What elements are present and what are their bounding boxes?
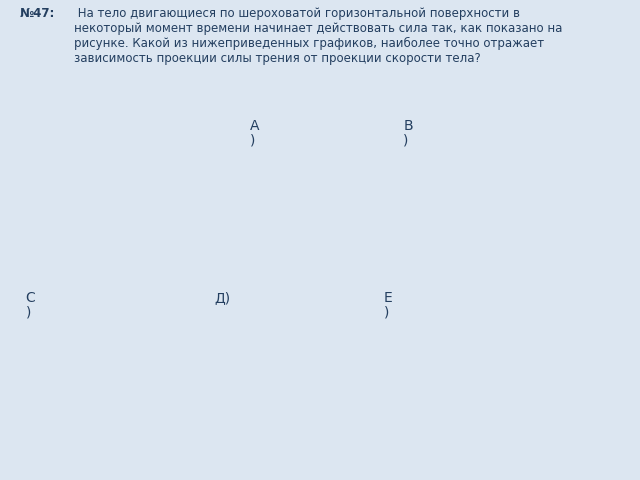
Text: 0: 0: [403, 395, 409, 405]
Bar: [35, 228, 219, 240]
Text: $\mathbf{V_0}$: $\mathbf{V_0}$: [165, 164, 183, 179]
Text: №47:: №47:: [19, 7, 54, 20]
Text: А: А: [250, 119, 259, 132]
Text: Д): Д): [214, 291, 230, 305]
Text: С: С: [26, 291, 35, 305]
Text: ): ): [250, 133, 255, 147]
Bar: [35, 228, 219, 240]
Text: Fтр$_x$: Fтр$_x$: [268, 310, 292, 324]
Text: На тело двигающиеся по шероховатой горизонтальной поверхности в
некоторый момент: На тело двигающиеся по шероховатой гориз…: [74, 7, 562, 65]
Text: ): ): [26, 306, 31, 320]
Text: $V_x$: $V_x$: [321, 421, 335, 435]
Text: 0: 0: [288, 222, 294, 232]
Text: ): ): [384, 306, 389, 320]
Text: ): ): [403, 133, 408, 147]
Text: Fтр$_x$: Fтр$_x$: [303, 134, 326, 148]
Text: $V_x$: $V_x$: [359, 220, 373, 234]
Text: В: В: [403, 119, 413, 132]
Text: $V_x$: $V_x$: [511, 393, 525, 407]
Text: 0: 0: [254, 423, 260, 433]
Text: X: X: [15, 251, 26, 265]
Text: Fтр$_x$: Fтр$_x$: [416, 307, 439, 321]
Text: Fтр$_x$: Fтр$_x$: [456, 133, 480, 147]
Text: $V_x$: $V_x$: [148, 389, 162, 403]
Text: $V_x$: $V_x$: [513, 208, 527, 222]
Text: 0: 0: [442, 210, 448, 220]
Text: $\mathbf{F_0}$: $\mathbf{F_0}$: [72, 164, 88, 179]
Text: Fтр$_x$: Fтр$_x$: [95, 307, 119, 322]
Text: 0: 0: [81, 391, 88, 401]
Text: Е: Е: [384, 291, 393, 305]
